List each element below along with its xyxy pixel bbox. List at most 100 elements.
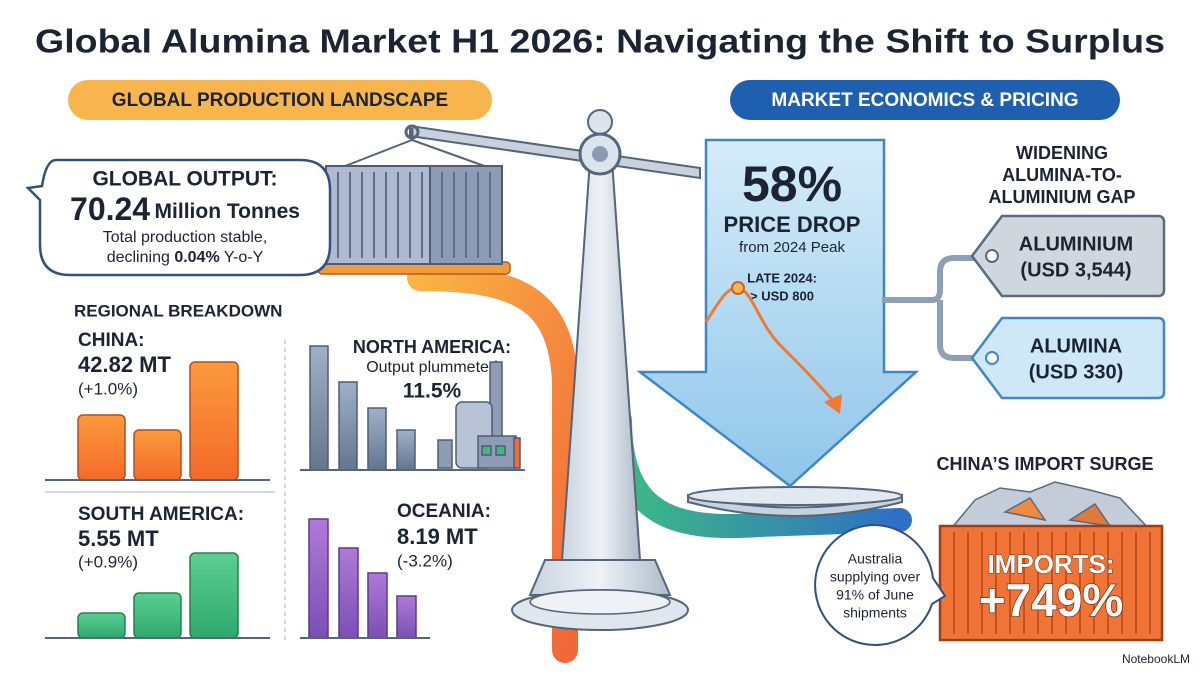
- pipe-part: [407, 265, 578, 663]
- illustrative-bars-part: [338, 381, 358, 471]
- illustrative-bars-part: [189, 361, 239, 481]
- region-name: NORTH AMERICA:: [353, 337, 511, 357]
- imports-heading: CHINA’S IMPORT SURGE: [936, 454, 1153, 474]
- output-note: Total production stable,: [103, 229, 268, 246]
- price-trend-line-part: [824, 394, 842, 414]
- price-drop-arrow: [636, 138, 920, 488]
- imports-note: 91% of June: [836, 587, 914, 603]
- output-note-part: declining: [107, 249, 170, 266]
- price-trend-line-part: [731, 281, 745, 295]
- illustrative-bars-part: [396, 595, 417, 639]
- imports-note: supplying over: [830, 569, 921, 585]
- import-container-part: [953, 532, 1151, 634]
- regional-heading: REGIONAL BREAKDOWN: [74, 301, 282, 320]
- section-heading: GLOBAL PRODUCTION LANDSCAPE: [112, 90, 448, 111]
- ore-pile-part: [1067, 502, 1112, 527]
- price-drop-note: from 2024 Peak: [739, 239, 845, 256]
- import-container: [938, 524, 1164, 642]
- factory-icon: [437, 361, 521, 469]
- title: Global Alumina Market H1 2026: Navigatin…: [35, 23, 1165, 60]
- tag-price: (USD 330): [1029, 361, 1123, 383]
- region-value: 42.82 MT: [78, 352, 171, 377]
- imports-label: IMPORTS:: [987, 549, 1114, 579]
- illustrative-bars-part: [189, 552, 239, 639]
- region-note: Output plummeted: [366, 359, 498, 376]
- price-trend-line-part: [704, 286, 836, 403]
- ore-pile-part: [1002, 497, 1047, 522]
- price-drop-value: 58%: [742, 156, 842, 212]
- speech-bubble: [814, 523, 947, 646]
- factory-icon-part: [495, 445, 506, 456]
- price-drop-label: PRICE DROP: [724, 212, 861, 237]
- gap-connector: [882, 255, 975, 361]
- imports-note: Australia: [848, 551, 903, 567]
- container-illustration-part: [337, 172, 491, 258]
- scale-part: [528, 559, 672, 596]
- factory-icon-part: [437, 439, 453, 469]
- factory-icon-part: [481, 445, 492, 456]
- region-value: 8.19 MT: [397, 524, 478, 549]
- scale-part: [687, 493, 903, 517]
- scale: [404, 109, 903, 631]
- scale-part: [587, 109, 613, 135]
- output-note: declining 0.04% Y-o-Y: [107, 249, 264, 266]
- illustrative-bars: [300, 518, 430, 639]
- illustrative-bars-part: [367, 407, 387, 471]
- output-figure: 70.24 Million Tonnes: [70, 191, 300, 227]
- output-note-part: Y-o-Y: [224, 249, 264, 266]
- scale-part: [592, 146, 608, 162]
- ore-pile: [948, 481, 1152, 531]
- illustrative-bars-part: [77, 414, 126, 481]
- factory-icon-part: [513, 437, 521, 469]
- illustrative-bars: [45, 361, 270, 481]
- scale-part: [404, 124, 420, 140]
- tag-hole: [985, 351, 999, 365]
- region-name: SOUTH AMERICA:: [78, 504, 244, 525]
- section-pill: [730, 80, 1120, 120]
- region-change: (-3.2%): [397, 551, 453, 570]
- gap-heading: WIDENING: [1016, 143, 1108, 163]
- output-value: 70.24: [70, 191, 150, 227]
- gap-heading: ALUMINA-TO-: [1002, 165, 1122, 185]
- tag-name: ALUMINIUM: [1019, 233, 1133, 255]
- price-annotation: LATE 2024:: [747, 270, 817, 285]
- gap-heading: ALUMINIUM GAP: [989, 187, 1136, 207]
- section-pill: [68, 80, 492, 120]
- tag-price: (USD 3,544): [1020, 259, 1131, 281]
- illustrative-bars-part: [367, 572, 388, 639]
- illustrative-bars-part: [133, 429, 182, 481]
- region-value: 5.55 MT: [78, 526, 159, 551]
- scale-part: [687, 486, 903, 506]
- region-value: 11.5%: [403, 380, 462, 403]
- illustrative-bars-part: [396, 429, 416, 471]
- footer: NotebookLM: [1122, 652, 1190, 666]
- scale-part: [529, 589, 671, 615]
- imports-note: shipments: [843, 605, 907, 621]
- tag-hole: [985, 249, 999, 263]
- container-illustration-part: [339, 139, 491, 169]
- ore-pile-part: [948, 481, 1152, 531]
- price-trend-line: [704, 281, 842, 414]
- price-tag: [970, 214, 1166, 298]
- illustrative-bars-part: [308, 518, 329, 639]
- output-callout: [25, 158, 332, 277]
- illustrative-bars: [300, 345, 525, 471]
- region-name: CHINA:: [78, 330, 145, 351]
- illustrative-bars-part: [77, 612, 126, 639]
- output-note-highlight: 0.04%: [174, 249, 219, 266]
- illustrative-bars: [45, 552, 270, 639]
- tag-name: ALUMINA: [1030, 335, 1122, 357]
- illustrative-bars-part: [338, 547, 359, 639]
- output-label: GLOBAL OUTPUT:: [92, 168, 277, 191]
- price-annotation: > USD 800: [750, 288, 814, 303]
- section-heading: MARKET ECONOMICS & PRICING: [771, 90, 1078, 111]
- region-name: OCEANIA:: [397, 501, 491, 522]
- region-change: (+1.0%): [78, 379, 138, 398]
- container-illustration: [317, 139, 511, 275]
- region-change: (+0.9%): [78, 552, 138, 571]
- illustrative-bars-part: [309, 345, 329, 471]
- illustrative-bars-part: [133, 592, 182, 639]
- imports-value: +749%: [979, 574, 1124, 626]
